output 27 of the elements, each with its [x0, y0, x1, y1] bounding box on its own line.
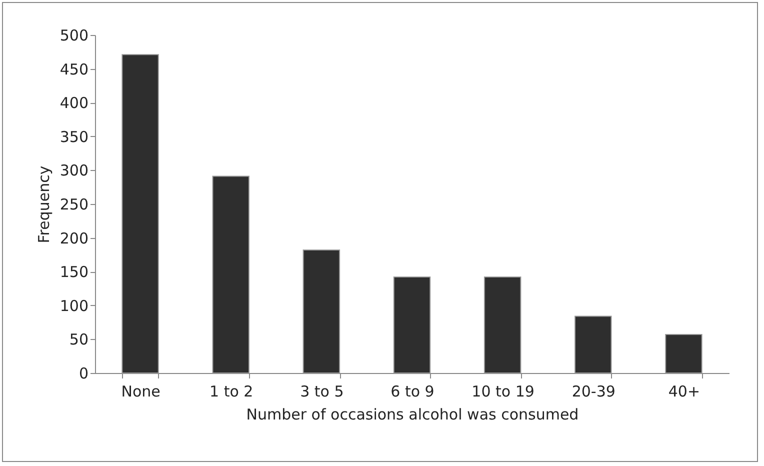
y-tick-label: 400	[60, 94, 88, 112]
y-tick-label: 50	[69, 330, 88, 349]
x-tick-label: None	[121, 382, 160, 400]
y-tick-label: 150	[60, 263, 88, 282]
bar	[393, 276, 431, 374]
x-tick-label: 20-39	[572, 382, 616, 400]
x-tick-label: 10 to 19	[472, 382, 534, 400]
bar	[484, 276, 522, 374]
y-tick-label: 0	[78, 364, 88, 382]
bar	[574, 316, 612, 374]
y-tick-label: 300	[60, 162, 88, 180]
bar	[665, 334, 702, 374]
y-tick-label: 200	[60, 229, 88, 248]
y-axis-title: Frequency	[34, 166, 53, 244]
y-tick-label: 250	[60, 196, 88, 214]
x-axis-title: Number of occasions alcohol was consumed	[246, 406, 579, 424]
y-tick-label: 500	[60, 26, 88, 44]
bar	[302, 249, 340, 374]
bar	[122, 54, 159, 374]
y-tick-label: 350	[60, 128, 88, 146]
x-tick-label: 6 to 9	[390, 382, 434, 400]
x-tick-label: 40+	[668, 382, 700, 400]
bar	[212, 176, 250, 374]
x-tick-label: 3 to 5	[300, 382, 344, 400]
y-tick-label: 100	[60, 296, 88, 315]
y-tick-label: 450	[60, 60, 88, 78]
x-tick-label: 1 to 2	[210, 382, 254, 400]
